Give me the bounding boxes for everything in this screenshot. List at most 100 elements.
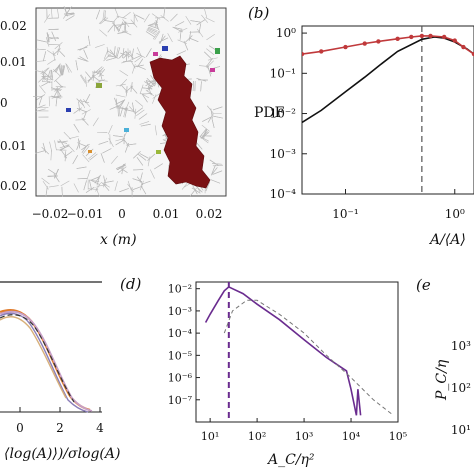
voronoi-edge [36, 94, 46, 101]
small-clusters [66, 46, 220, 154]
voronoi-edge [73, 183, 79, 193]
panel-d-xlabel: A_C/η² [266, 452, 315, 468]
voronoi-edge [146, 29, 156, 36]
voronoi-edge [41, 75, 51, 81]
voronoi-edge [132, 102, 135, 113]
voronoi-edge [116, 22, 126, 29]
voronoi-edge [136, 52, 146, 59]
voronoi-edge [81, 117, 89, 126]
voronoi-edge [136, 65, 146, 70]
voronoi-edge [64, 13, 75, 17]
voronoi-edge [50, 150, 52, 161]
voronoi-edge [51, 95, 62, 99]
voronoi-edge [79, 100, 90, 104]
voronoi-edge [35, 104, 46, 109]
voronoi-edge [167, 33, 173, 43]
voronoi-edge [84, 94, 91, 104]
voronoi-edge [122, 11, 131, 19]
panel-e: (e P_C/η 10³ 10² 10¹ [416, 276, 471, 437]
voronoi-edge [92, 117, 99, 127]
panel-d-frame [195, 281, 399, 423]
voronoi-mesh [33, 6, 223, 198]
voronoi-edge [102, 182, 110, 191]
voronoi-edge [76, 166, 87, 169]
voronoi-edge [207, 113, 214, 123]
voronoi-edge [55, 96, 58, 107]
voronoi-edge [111, 155, 118, 164]
voronoi-edge [76, 140, 81, 150]
voronoi-edge [148, 26, 158, 32]
voronoi-edge [48, 168, 57, 175]
voronoi-edge [106, 57, 116, 61]
voronoi-edge [117, 105, 127, 111]
dark-red-cluster [149, 55, 211, 189]
voronoi-edge [98, 68, 106, 78]
voronoi-edge [147, 156, 151, 167]
voronoi-edge [57, 140, 68, 143]
voronoi-edge [210, 167, 218, 176]
voronoi-edge [109, 54, 119, 59]
voronoi-edge [189, 187, 197, 197]
voronoi-edge [106, 46, 109, 57]
voronoi-edge [62, 65, 65, 76]
voronoi-edge [99, 70, 103, 81]
voronoi-edge [185, 15, 192, 25]
voronoi-edge [47, 58, 56, 65]
voronoi-edge [207, 66, 212, 77]
voronoi-edge [118, 21, 124, 31]
voronoi-edge [47, 175, 58, 177]
voronoi-edge [123, 21, 126, 32]
voronoi-edge [139, 84, 144, 95]
voronoi-edge [51, 31, 56, 41]
voronoi-edge [113, 135, 124, 138]
panel-c-xtick-label: 4 [96, 421, 104, 435]
voronoi-edge [129, 50, 134, 60]
series-line-1 [223, 299, 394, 416]
panel-a-xtick-label: 0 [118, 207, 126, 221]
voronoi-edge [67, 144, 75, 152]
voronoi-edge [206, 48, 215, 56]
voronoi-edge [108, 138, 114, 148]
voronoi-edge [41, 177, 50, 185]
voronoi-edge [133, 185, 143, 190]
voronoi-edge [127, 180, 132, 191]
voronoi-edge [136, 109, 145, 116]
voronoi-edge [113, 21, 116, 32]
voronoi-edge [65, 63, 70, 73]
voronoi-edge [115, 46, 119, 57]
voronoi-edge [115, 98, 118, 109]
voronoi-edge [35, 48, 46, 51]
voronoi-edge [196, 19, 206, 26]
voronoi-edge [100, 17, 109, 25]
voronoi-edge [46, 32, 50, 43]
voronoi-edge [139, 153, 149, 159]
voronoi-edge [206, 58, 213, 67]
voronoi-edge [131, 55, 141, 60]
voronoi-edge [201, 124, 210, 132]
voronoi-edge [54, 85, 64, 92]
voronoi-edge [102, 148, 112, 154]
voronoi-edge [107, 24, 115, 33]
voronoi-edge [64, 151, 67, 162]
voronoi-edge [35, 150, 46, 154]
voronoi-edge [62, 65, 66, 76]
voronoi-edge [95, 44, 105, 48]
panel-a-xtick-label: −0.01 [67, 207, 104, 221]
voronoi-edge [58, 65, 62, 76]
panel-d-xtick-label: 10² [248, 430, 266, 443]
voronoi-edge [115, 99, 125, 105]
voronoi-edge [35, 108, 46, 112]
voronoi-edge [119, 70, 129, 77]
voronoi-edge [79, 56, 89, 62]
panel-c-xtick-label: 0 [16, 421, 24, 435]
voronoi-edge [54, 42, 63, 50]
voronoi-edge [114, 97, 119, 108]
voronoi-edge [36, 60, 47, 62]
voronoi-edge [38, 95, 43, 106]
voronoi-edge [45, 36, 50, 47]
voronoi-edge [131, 63, 136, 74]
panel-a-xtick-label: 0.02 [196, 207, 223, 221]
voronoi-edge [47, 70, 51, 80]
panel-b-ytick-label: 10⁻² [270, 107, 297, 121]
voronoi-edge [61, 186, 63, 197]
